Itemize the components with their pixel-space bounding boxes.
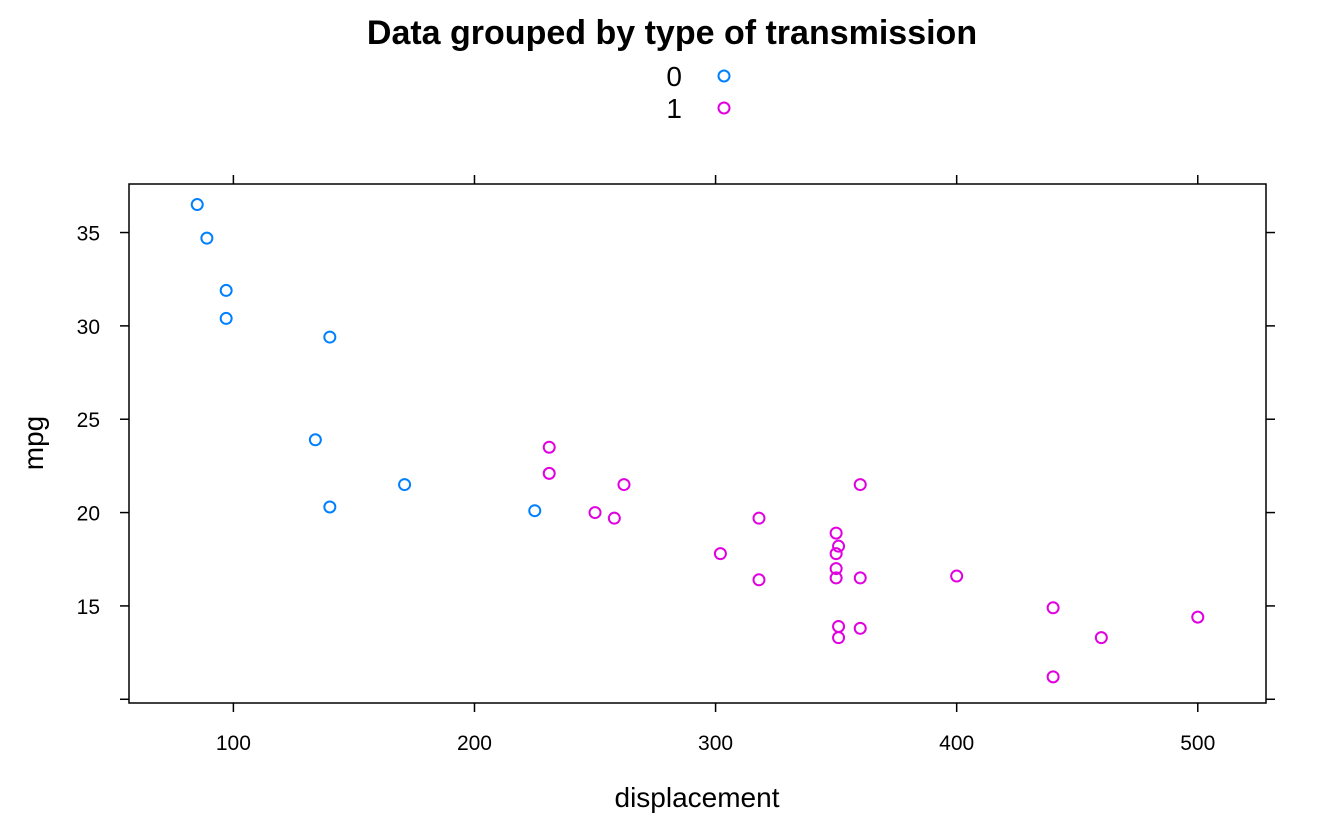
data-point-series-1 xyxy=(832,619,846,633)
x-axis-label: displacement xyxy=(615,782,780,813)
x-axis: 100 200 300 400 500 xyxy=(216,175,1215,755)
data-point-series-0 xyxy=(528,504,542,518)
legend-marker xyxy=(717,69,731,83)
data-point-series-0 xyxy=(323,330,337,344)
x-tick-label: 500 xyxy=(1180,732,1215,755)
data-point-series-1 xyxy=(829,571,843,585)
data-point-series-1 xyxy=(713,547,727,561)
data-point-series-1 xyxy=(829,562,843,576)
y-tick-label: 35 xyxy=(77,223,100,246)
y-tick-label: 20 xyxy=(77,503,100,526)
legend-label: 1 xyxy=(666,93,682,124)
x-tick-label: 300 xyxy=(698,732,733,755)
data-point-series-0 xyxy=(200,231,214,245)
data-point-series-0 xyxy=(219,311,233,325)
x-tick-label: 100 xyxy=(216,732,251,755)
y-axis: 15 20 25 30 35 xyxy=(77,223,1275,701)
legend: 01 xyxy=(666,61,731,124)
y-tick-label: 25 xyxy=(77,409,100,432)
data-point-series-1 xyxy=(829,547,843,561)
x-tick-label: 200 xyxy=(457,732,492,755)
data-points xyxy=(190,198,1205,684)
chart-title: Data grouped by type of transmission xyxy=(367,14,977,52)
y-tick-label: 15 xyxy=(77,596,100,619)
x-tick-label: 400 xyxy=(939,732,974,755)
data-point-series-1 xyxy=(542,466,556,480)
plot-frame xyxy=(128,183,1267,704)
data-point-series-1 xyxy=(950,569,964,583)
data-point-series-1 xyxy=(829,526,843,540)
data-point-series-0 xyxy=(190,198,204,212)
data-point-series-1 xyxy=(1046,601,1060,615)
legend-label: 0 xyxy=(666,61,682,92)
y-tick-label: 30 xyxy=(77,316,100,339)
data-point-series-0 xyxy=(219,283,233,297)
data-point-series-1 xyxy=(752,511,766,525)
data-point-series-1 xyxy=(853,478,867,492)
data-point-series-1 xyxy=(752,573,766,587)
data-point-series-1 xyxy=(853,571,867,585)
data-point-series-1 xyxy=(853,621,867,635)
y-axis-label: mpg xyxy=(18,416,49,470)
data-point-series-1 xyxy=(1191,610,1205,624)
data-point-series-1 xyxy=(607,511,621,525)
data-point-series-1 xyxy=(1046,670,1060,684)
data-point-series-1 xyxy=(588,506,602,520)
data-point-series-0 xyxy=(323,500,337,514)
data-point-series-1 xyxy=(832,539,846,553)
data-point-series-0 xyxy=(308,433,322,447)
data-point-series-1 xyxy=(542,440,556,454)
legend-marker xyxy=(717,101,731,115)
data-point-series-0 xyxy=(398,478,412,492)
data-point-series-1 xyxy=(617,478,631,492)
data-point-series-1 xyxy=(832,631,846,645)
data-point-series-1 xyxy=(1094,631,1108,645)
